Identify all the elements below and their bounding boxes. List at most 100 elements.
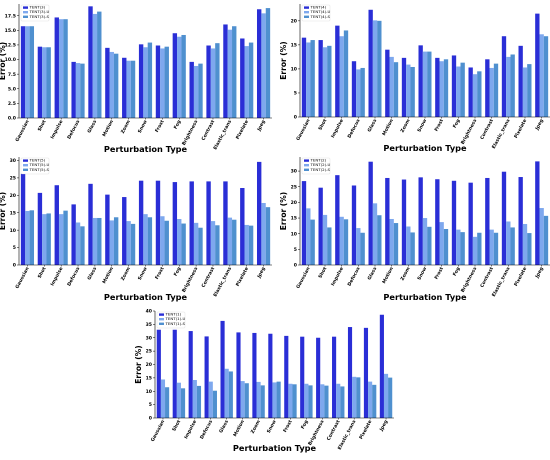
bar-tent-1--brightness	[316, 337, 321, 418]
bar-tent-5-u-jpeg	[261, 202, 266, 265]
bar-tent-4-u-pixelate	[522, 67, 528, 117]
x-tick-label: Glass	[366, 266, 378, 281]
legend-swatch	[23, 159, 28, 162]
chart-3: 0 5 10 15 20 25 30 Gaussian Shot Impulse Defocus Gl…	[0, 157, 272, 302]
bar-tent-2-u-shot	[322, 214, 328, 265]
bar-tent-1-s-brightness	[324, 385, 329, 418]
bar-tent-3-u-brightness	[193, 65, 199, 118]
bar-tent-2-u-impulse	[339, 216, 344, 265]
bar-tent-5-s-zoom	[130, 223, 136, 265]
bar-tent-3-u-impulse	[58, 19, 64, 119]
bar-tent-2--shot	[318, 187, 323, 265]
bar-tent-4-u-defocus	[356, 69, 361, 117]
bar-tent-4-u-frost	[439, 61, 444, 117]
legend-swatch	[23, 164, 28, 167]
bar-tent-1-u-pixelate	[368, 381, 373, 418]
bar-tent-5-s-contrast	[215, 225, 220, 265]
bar-tent-3--pixelate	[240, 38, 245, 118]
y-tick-label: 15	[146, 375, 152, 381]
legend-entry: TENT(5)-U	[29, 162, 50, 167]
y-tick-label: 7.5	[8, 72, 16, 78]
bar-tent-5-u-brightness	[193, 222, 199, 265]
legend-entry: TENT(1)	[165, 312, 182, 317]
x-tick-label: Frost	[282, 418, 294, 433]
bar-tent-3-s-frost	[164, 46, 169, 118]
x-tick-label: Defocus	[66, 266, 81, 287]
x-axis-label: Perturbation Type	[383, 292, 467, 302]
x-tick-label: Zoom	[120, 119, 132, 135]
bar-tent-2-s-pixelate	[527, 233, 532, 265]
bar-tent-4-s-gaussian	[310, 40, 315, 118]
y-tick-label: 10	[291, 231, 297, 237]
bar-tent-2-s-zoom	[410, 232, 415, 265]
bar-tent-4-s-elastic_trans	[510, 54, 515, 117]
bar-tent-1-s-defocus	[212, 390, 217, 418]
bar-tent-4--zoom	[401, 57, 407, 117]
x-tick-label: Brightness	[181, 119, 200, 147]
y-tick-label: 15	[291, 42, 297, 48]
legend-entry: TENT(3)-U	[29, 9, 50, 14]
x-tick-label: Glass	[366, 118, 378, 133]
y-tick-label: 25	[291, 184, 297, 190]
bar-tent-4-s-shot	[327, 45, 332, 117]
chart-1: 0.0 2.5 5.0 7.5 10.0 12.5 15.0 17.5 Gaussian Shot…	[0, 4, 272, 154]
bar-tent-5-s-frost	[164, 220, 169, 265]
bar-tent-1--pixelate	[363, 327, 369, 418]
x-tick-label: Defocus	[347, 118, 362, 139]
bar-tent-4--glass	[368, 9, 373, 117]
bar-tent-1--glass	[220, 320, 225, 418]
bar-tent-2-s-defocus	[360, 232, 365, 265]
x-tick-label: Zoom	[400, 118, 412, 134]
x-tick-label: Jpeg	[534, 266, 545, 280]
bar-tent-3-u-snow	[143, 47, 148, 119]
bar-tent-2-s-glass	[377, 215, 382, 265]
legend-swatch	[23, 6, 28, 9]
bar-tent-3--snow	[138, 44, 144, 119]
x-tick-label: Motion	[381, 118, 395, 137]
bar-tent-3--impulse	[54, 17, 59, 119]
bar-tent-2-u-elastic_trans	[506, 221, 511, 265]
bar-tent-1--motion	[236, 332, 241, 418]
bar-tent-4-s-brightness	[477, 71, 482, 117]
x-tick-label: Zoom	[400, 266, 412, 282]
bar-tent-5--defocus	[71, 204, 76, 265]
bar-tent-1-s-zoom	[260, 385, 265, 418]
bar-tent-2--zoom	[401, 179, 407, 265]
y-tick-label: 35	[146, 322, 152, 328]
bar-tent-2-u-contrast	[489, 229, 494, 265]
x-tick-label: Fog	[452, 266, 462, 277]
bar-tent-5-u-contrast	[210, 221, 216, 265]
x-tick-label: Contrast	[326, 418, 342, 441]
bar-tent-3-s-defocus	[80, 63, 85, 118]
y-tick-label: 20	[291, 200, 297, 206]
bar-tent-3--jpeg	[256, 9, 262, 118]
bar-tent-5-u-zoom	[126, 221, 131, 265]
bar-tent-1-u-impulse	[192, 380, 197, 418]
x-tick-label: Shot	[317, 265, 328, 279]
x-tick-label: Frost	[433, 265, 445, 280]
y-tick-label: 12.5	[5, 43, 16, 49]
x-tick-label: Pixelate	[235, 119, 250, 140]
bar-tent-4-s-contrast	[493, 63, 499, 117]
bar-tent-1--fog	[300, 336, 305, 418]
y-axis-label: Error (%)	[279, 192, 288, 230]
x-tick-label: Zoom	[250, 419, 262, 435]
bar-tent-3--brightness	[189, 61, 194, 118]
bar-tent-1-s-pixelate	[372, 384, 377, 418]
bar-tent-4-u-jpeg	[539, 34, 544, 117]
bar-tent-1--impulse	[188, 331, 193, 418]
y-tick-label: 10.0	[5, 57, 16, 63]
bar-tent-5-u-fog	[177, 219, 182, 265]
chart-5: 0 5 10 15 20 25 30 35 40 Gaussian Shot Impulse Defoc…	[134, 309, 394, 453]
bar-tent-2-u-brightness	[472, 236, 478, 265]
x-tick-label: Impulse	[330, 266, 345, 287]
x-axis-label: Perturbation Type	[383, 143, 467, 153]
x-tick-label: Frost	[154, 118, 166, 133]
bar-tent-4-u-impulse	[339, 36, 344, 117]
bar-tent-2-u-snow	[422, 218, 428, 265]
legend-entry: TENT(5)	[29, 158, 46, 163]
bar-tent-5-s-gaussian	[29, 210, 35, 265]
bar-tent-4--fog	[451, 55, 457, 117]
x-tick-label: Shot	[37, 265, 48, 279]
y-tick-label: 30	[10, 158, 16, 164]
